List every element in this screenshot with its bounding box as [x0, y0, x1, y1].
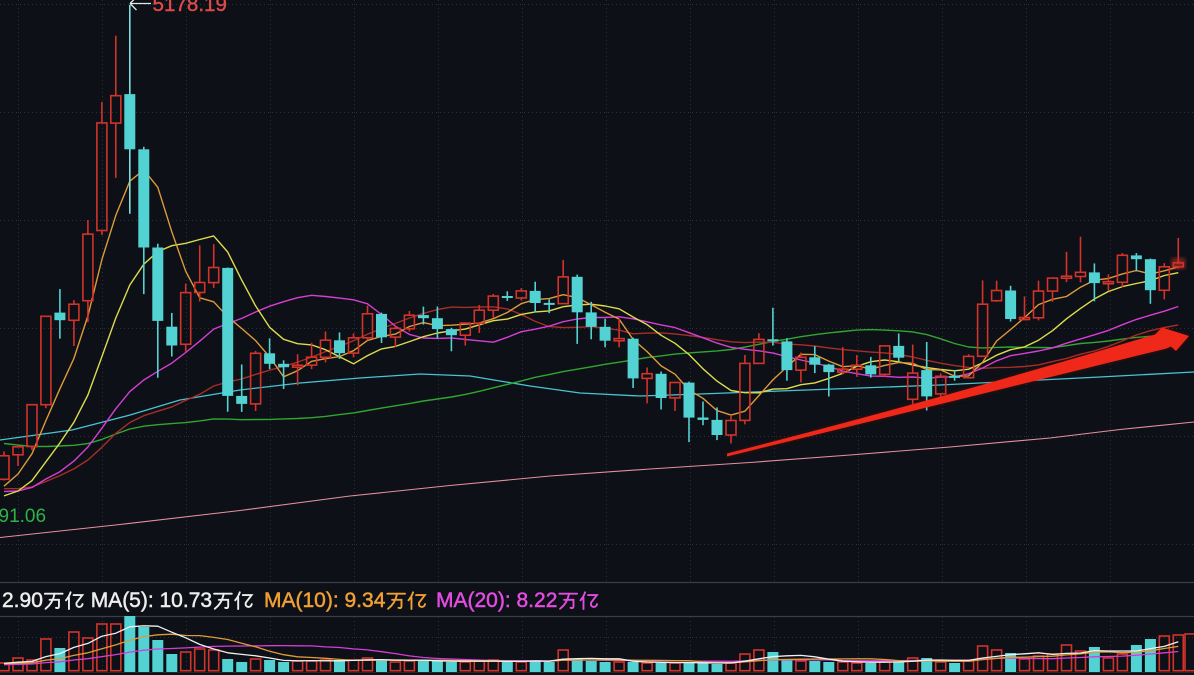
svg-text:2.90: 2.90 — [2, 589, 43, 612]
svg-text:MA(10):: MA(10): — [264, 589, 339, 612]
svg-text:10.73: 10.73 — [160, 589, 213, 612]
svg-text:9.34: 9.34 — [345, 589, 386, 612]
svg-text:8.22: 8.22 — [517, 589, 558, 612]
svg-text:MA(5):: MA(5): — [91, 589, 154, 612]
svg-text:MA(20):: MA(20): — [436, 589, 511, 612]
svg-text:91.06: 91.06 — [0, 506, 46, 527]
svg-text:5178.19: 5178.19 — [153, 0, 227, 16]
